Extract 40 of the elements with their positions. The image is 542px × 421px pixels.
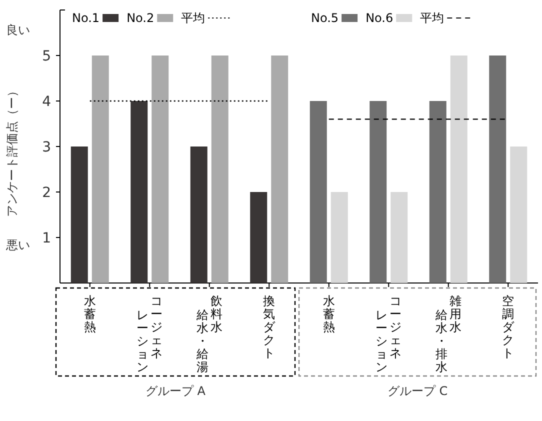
x-tick-label: 雑用水給水・排水: [434, 294, 462, 374]
bar: [130, 101, 148, 283]
y-axis-title: アンケート評価点（ー）: [5, 85, 19, 218]
legend-label: No.2: [126, 11, 154, 25]
text: 良い: [6, 23, 30, 37]
y-tick-label: 5: [42, 48, 51, 64]
x-tick-label: 換気ダクト: [263, 294, 276, 360]
x-tick-label: 飲料水給水・給湯: [195, 294, 222, 374]
legend-label: No.6: [366, 11, 394, 25]
bar: [310, 101, 327, 283]
bar: [250, 192, 268, 283]
bar: [489, 56, 506, 283]
bar: [152, 56, 169, 283]
legend-label: 平均: [181, 11, 206, 25]
x-tick-label: 水蓄熱: [84, 294, 96, 334]
bar: [450, 56, 468, 283]
text: 悪い: [5, 238, 30, 252]
bar: [330, 192, 348, 283]
x-tick-label: 水蓄熱: [322, 294, 335, 334]
y-tick-label: 1: [42, 230, 51, 246]
bar: [190, 146, 208, 283]
x-tick-label: 空調ダクト: [502, 294, 516, 360]
y-tick-label: 2: [42, 185, 51, 201]
bar: [390, 192, 408, 283]
bar: [510, 146, 528, 283]
bar: [92, 56, 109, 283]
legend-label: No.1: [72, 11, 100, 25]
legend-label: 平均: [420, 11, 444, 25]
y-tick-label: 4: [42, 94, 52, 110]
bar: [70, 146, 88, 283]
bar: [429, 101, 446, 283]
category-label: コージェネレーション: [376, 294, 402, 374]
y-tick-label: 3: [42, 140, 51, 156]
bar: [211, 56, 228, 283]
legend-label: No.5: [311, 11, 339, 25]
category-label: コージェネレーション: [136, 294, 163, 374]
bar: [271, 56, 288, 283]
text: グループ A: [145, 384, 206, 398]
bar: [370, 101, 387, 283]
text: グループ C: [387, 384, 448, 398]
